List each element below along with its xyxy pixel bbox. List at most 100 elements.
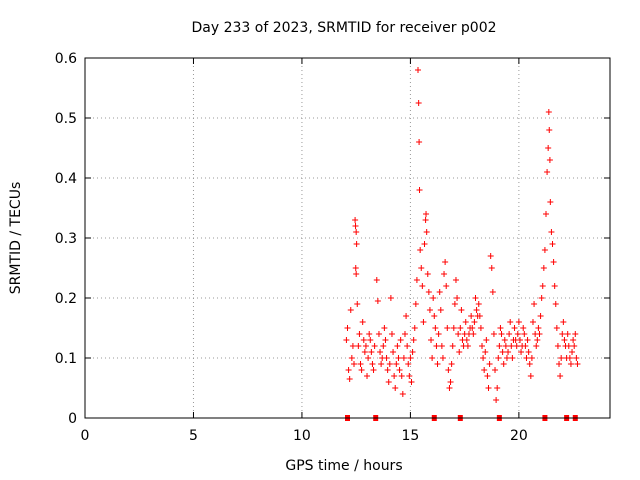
data-point — [514, 331, 521, 337]
data-point — [353, 271, 360, 277]
data-point — [558, 355, 565, 361]
data-point — [399, 391, 406, 397]
data-point — [470, 331, 477, 337]
data-point — [476, 313, 483, 319]
data-point — [540, 265, 547, 271]
data-point — [366, 331, 373, 337]
data-point — [423, 229, 430, 235]
data-point — [473, 307, 480, 313]
data-point — [351, 361, 358, 367]
data-point — [450, 325, 457, 331]
data-point — [405, 361, 412, 367]
data-point — [355, 343, 362, 349]
data-point — [487, 253, 494, 259]
data-point — [521, 331, 528, 337]
data-point — [479, 343, 486, 349]
data-point — [388, 331, 395, 337]
data-point — [444, 325, 451, 331]
x-tick-label: 20 — [510, 428, 528, 444]
data-point — [408, 379, 415, 385]
data-point — [526, 361, 533, 367]
data-point — [515, 319, 522, 325]
data-point — [353, 229, 360, 235]
data-point — [513, 343, 520, 349]
data-point — [397, 337, 404, 343]
data-point — [434, 361, 441, 367]
data-point — [433, 343, 440, 349]
data-point — [353, 241, 360, 247]
x-tick-label: 0 — [81, 428, 90, 444]
x-tick-label: 10 — [293, 428, 311, 444]
data-point — [404, 343, 411, 349]
data-point — [539, 283, 546, 289]
data-point — [407, 355, 414, 361]
data-point — [412, 301, 419, 307]
data-point — [352, 223, 359, 229]
data-point — [536, 331, 543, 337]
data-point — [447, 379, 454, 385]
data-point — [365, 355, 372, 361]
data-point — [492, 367, 499, 373]
data-point — [418, 265, 425, 271]
data-point — [370, 367, 377, 373]
data-point — [424, 271, 431, 277]
data-point — [437, 307, 444, 313]
data-point — [518, 349, 525, 355]
data-point — [560, 319, 567, 325]
data-point — [475, 301, 482, 307]
data-point — [545, 145, 552, 151]
data-point — [561, 337, 568, 343]
data-point — [570, 337, 577, 343]
data-point — [489, 289, 496, 295]
data-point — [502, 343, 509, 349]
data-point — [445, 367, 452, 373]
data-point — [569, 349, 576, 355]
y-tick-label: 0 — [68, 411, 77, 427]
data-point — [347, 307, 354, 313]
data-point — [464, 343, 471, 349]
data-point — [429, 355, 436, 361]
y-tick-label: 0.2 — [55, 291, 77, 307]
data-point — [358, 367, 365, 373]
grid — [85, 58, 610, 418]
data-point — [572, 331, 579, 337]
data-point — [391, 373, 398, 379]
data-point — [446, 385, 453, 391]
data-point — [435, 331, 442, 337]
data-point — [392, 385, 399, 391]
data-point — [367, 337, 374, 343]
y-tick-label: 0.1 — [55, 351, 77, 367]
data-point — [413, 277, 420, 283]
data-point — [567, 361, 574, 367]
data-point — [432, 325, 439, 331]
data-point — [356, 331, 363, 337]
data-point — [436, 289, 443, 295]
data-point — [503, 355, 510, 361]
data-point — [548, 229, 555, 235]
data-point — [401, 331, 408, 337]
data-point — [485, 385, 492, 391]
data-point — [507, 319, 514, 325]
data-point — [481, 367, 488, 373]
data-point — [343, 337, 350, 343]
data-point — [396, 367, 403, 373]
data-point — [564, 331, 571, 337]
data-point — [537, 313, 544, 319]
y-tick-label: 0.5 — [55, 111, 77, 127]
data-point — [497, 325, 504, 331]
data-point — [448, 361, 455, 367]
data-point — [394, 343, 401, 349]
data-point — [547, 199, 554, 205]
data-point — [495, 355, 502, 361]
data-point — [488, 265, 495, 271]
data-point — [546, 157, 553, 163]
data-point — [574, 361, 581, 367]
data-point — [523, 355, 530, 361]
data-point — [415, 67, 422, 73]
data-point — [416, 187, 423, 193]
data-point — [457, 325, 464, 331]
data-point — [348, 355, 355, 361]
data-point — [385, 379, 392, 385]
data-point — [531, 301, 538, 307]
